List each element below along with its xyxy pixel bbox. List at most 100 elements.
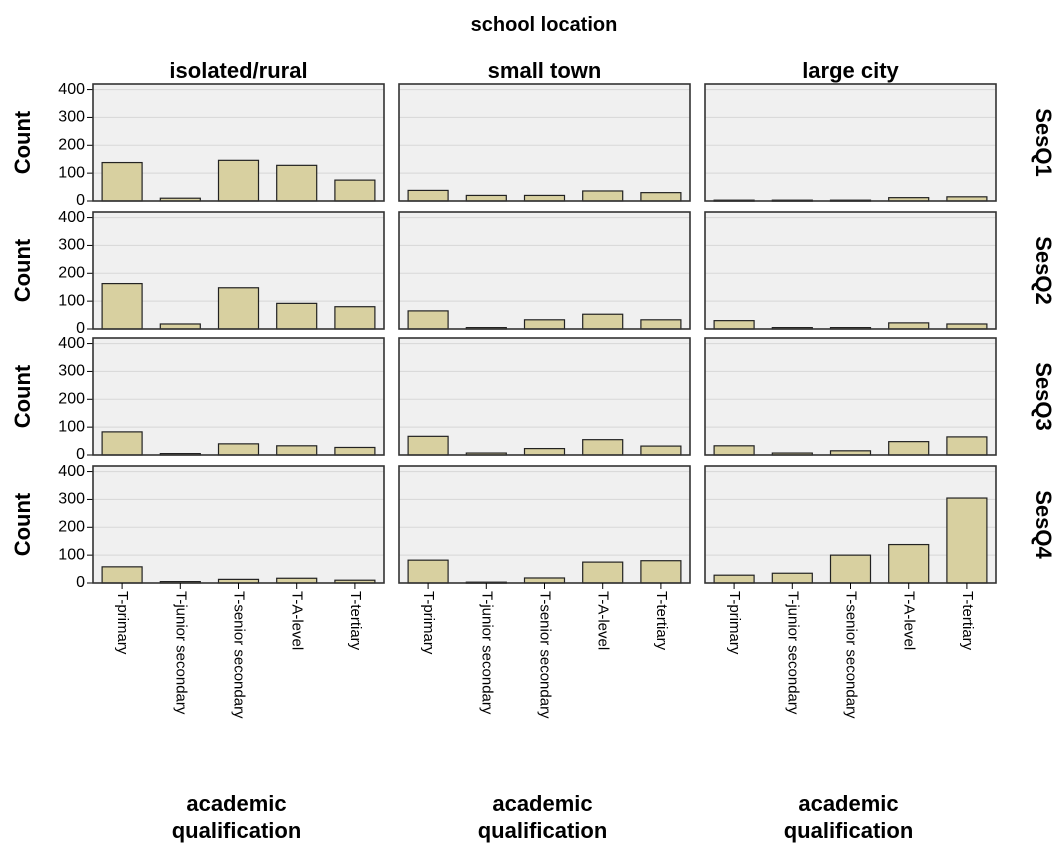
row-label-0: SesQ1: [1031, 108, 1056, 177]
bar-SesQ1-1-0: [407, 189, 449, 202]
bar-SesQ2-0-3: [276, 302, 318, 330]
bar-SesQ3-0-2: [217, 443, 260, 456]
bar-SesQ1-0-4: [334, 179, 376, 202]
bar-SesQ3-0-0: [101, 431, 143, 456]
panel-frame: [92, 337, 385, 456]
panel-frame: [398, 83, 691, 202]
column-header-0: isolated/rural: [169, 58, 307, 83]
panel-background: [399, 84, 690, 201]
bar-SesQ1-1-2: [523, 194, 566, 202]
x-tick-label: T-senior secondary: [537, 591, 554, 719]
bar-SesQ3-1-2: [523, 447, 566, 456]
panel-frame: [704, 211, 997, 330]
x-axis-label-1-line2: qualification: [478, 818, 608, 843]
bar-SesQ2-0-0: [101, 282, 143, 330]
y-tick-label: 0: [76, 192, 85, 209]
column-header-1: small town: [488, 58, 602, 83]
y-tick-label: 200: [58, 391, 85, 408]
panel-frame: [398, 337, 691, 456]
bar-SesQ3-0-3: [276, 445, 318, 456]
x-tick-label: T-senior secondary: [231, 591, 248, 719]
y-tick-label: 300: [58, 109, 85, 126]
x-tick-label: T-A-level: [289, 591, 306, 650]
x-tick-label: T-junior secondary: [478, 591, 495, 715]
y-axis-label-2: Count: [10, 364, 35, 428]
bar-SesQ2-2-3: [888, 322, 930, 330]
bar-SesQ2-1-4: [640, 319, 682, 330]
y-tick-label: 0: [76, 446, 85, 463]
bar-SesQ3-0-4: [334, 446, 376, 456]
x-tick-label: T-junior secondary: [784, 591, 801, 715]
y-tick-label: 400: [58, 463, 85, 480]
bar-SesQ4-1-4: [640, 560, 682, 584]
y-tick-label: 200: [58, 137, 85, 154]
y-tick-label: 300: [58, 363, 85, 380]
row-label-1: SesQ2: [1031, 236, 1056, 305]
bar-SesQ3-2-4: [946, 436, 988, 456]
panel-frame: [92, 211, 385, 330]
row-label-2: SesQ3: [1031, 362, 1056, 431]
x-tick-label: T-primary: [726, 591, 743, 655]
bar-SesQ4-1-3: [582, 561, 624, 584]
panel-background: [705, 84, 996, 201]
x-axis-label-0-line1: academic: [186, 791, 286, 816]
x-tick-label: T-junior secondary: [172, 591, 189, 715]
x-tick-label: T-tertiary: [347, 591, 364, 651]
y-axis-label-0: Count: [10, 110, 35, 174]
bar-SesQ3-1-4: [640, 445, 682, 456]
bar-SesQ1-1-3: [582, 190, 624, 202]
x-axis-label-2-line2: qualification: [784, 818, 914, 843]
bar-SesQ3-1-0: [407, 435, 449, 456]
panel-frame: [92, 83, 385, 202]
bar-SesQ2-0-2: [217, 287, 260, 330]
panel-background: [399, 212, 690, 329]
bar-SesQ3-2-0: [713, 445, 755, 456]
y-tick-label: 200: [58, 519, 85, 536]
y-tick-label: 200: [58, 265, 85, 282]
panel-background: [93, 466, 384, 583]
panel-background: [399, 338, 690, 455]
y-tick-label: 400: [58, 209, 85, 226]
y-tick-label: 300: [58, 491, 85, 508]
x-tick-label: T-senior secondary: [843, 591, 860, 719]
y-tick-label: 100: [58, 418, 85, 435]
bar-SesQ4-2-3: [888, 543, 930, 584]
bar-SesQ3-2-3: [888, 441, 930, 456]
bar-SesQ4-2-2: [829, 554, 872, 584]
y-tick-label: 0: [76, 320, 85, 337]
y-axis-label-3: Count: [10, 492, 35, 556]
y-tick-label: 400: [58, 335, 85, 352]
bar-SesQ1-0-3: [276, 164, 318, 202]
bar-SesQ4-1-0: [407, 559, 449, 584]
x-axis-label-1-line1: academic: [492, 791, 592, 816]
y-tick-label: 400: [58, 81, 85, 98]
x-tick-label: T-tertiary: [653, 591, 670, 651]
bar-SesQ4-2-1: [771, 572, 813, 584]
column-header-2: large city: [802, 58, 899, 83]
y-tick-label: 0: [76, 574, 85, 591]
panel-background: [705, 338, 996, 455]
x-tick-label: T-A-level: [901, 591, 918, 650]
y-axis-label-1: Count: [10, 238, 35, 302]
bar-SesQ1-1-4: [640, 192, 682, 202]
chart-title: school location: [471, 14, 618, 36]
x-axis-label-0-line2: qualification: [172, 818, 302, 843]
bar-SesQ2-2-0: [713, 320, 755, 330]
bar-SesQ2-1-3: [582, 313, 624, 330]
panel-background: [705, 212, 996, 329]
bar-SesQ1-0-2: [217, 159, 260, 202]
bar-SesQ2-1-0: [407, 310, 449, 330]
y-tick-label: 100: [58, 292, 85, 309]
bar-SesQ3-1-3: [582, 439, 624, 456]
bar-SesQ4-2-4: [946, 497, 988, 584]
panel-frame: [398, 211, 691, 330]
x-tick-label: T-primary: [114, 591, 131, 655]
x-tick-label: T-tertiary: [959, 591, 976, 651]
y-tick-label: 100: [58, 164, 85, 181]
row-label-3: SesQ4: [1031, 490, 1056, 559]
bar-SesQ1-1-1: [465, 194, 507, 202]
x-tick-label: T-A-level: [595, 591, 612, 650]
panel-frame: [704, 83, 997, 202]
